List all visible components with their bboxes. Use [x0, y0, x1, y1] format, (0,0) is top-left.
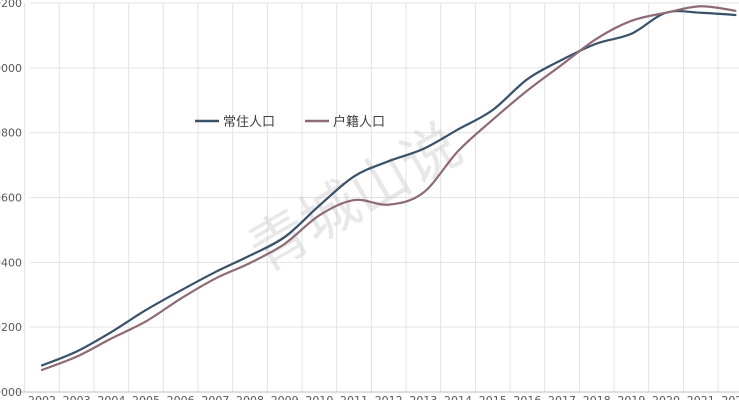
- y-tick-label: 9400: [0, 256, 22, 269]
- x-tick-label: 2020: [652, 394, 680, 400]
- x-tick-label: 2016: [513, 394, 541, 400]
- legend-label: 常住人口: [223, 115, 275, 130]
- series-lines: [40, 5, 737, 372]
- x-tick-label: 2014: [444, 394, 472, 400]
- y-tick-label: 10200: [0, 0, 22, 10]
- x-tick-label: 2018: [583, 394, 611, 400]
- x-tick-label: 2013: [409, 394, 437, 400]
- y-tick-label: 9000: [0, 386, 22, 399]
- grid: [16, 2, 739, 393]
- y-axis-ticks: 9000 9200 9400 9600 9800 10000 10200: [0, 0, 22, 399]
- x-tick-label: 2003: [63, 394, 91, 400]
- x-tick-label: 2019: [617, 394, 645, 400]
- y-tick-label: 9600: [0, 192, 22, 205]
- x-tick-label: 2008: [236, 394, 264, 400]
- x-tick-label: 2015: [479, 394, 507, 400]
- x-tick-label: 2011: [340, 394, 368, 400]
- x-tick-label: 2010: [305, 394, 333, 400]
- x-tick-label: 2002: [28, 394, 56, 400]
- x-tick-label: 2009: [271, 394, 299, 400]
- x-tick-label: 2005: [132, 394, 160, 400]
- legend-label: 户籍人口: [333, 114, 385, 130]
- x-tick-label: 2017: [548, 394, 576, 400]
- x-tick-label: 2021: [687, 394, 715, 400]
- y-tick-label: 9200: [0, 321, 22, 334]
- series-line-2: [40, 5, 737, 372]
- x-tick-label: 2022: [721, 394, 739, 400]
- y-tick-label: 10000: [0, 62, 22, 75]
- series-line-1: [40, 9, 737, 367]
- x-tick-label: 2007: [201, 394, 229, 400]
- y-tick-label: 9800: [0, 127, 22, 140]
- x-tick-label: 2012: [375, 394, 403, 400]
- x-tick-label: 2006: [167, 394, 195, 400]
- legend: 常住人口 户籍人口: [195, 114, 385, 130]
